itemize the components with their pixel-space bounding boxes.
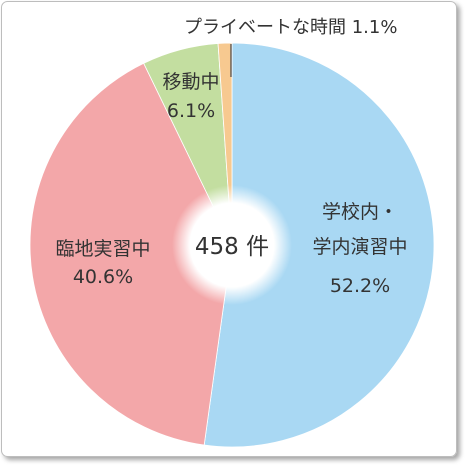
slice-label-private-text: プライベートな時間 1.1% [184,17,397,38]
slice-percent-travel: 6.1% [167,100,215,122]
slice-label-practicum: 臨地実習中 40.6% [55,238,150,288]
slice-label-school: 学校内・ 学内演習中 52.2% [312,201,407,297]
slice-label-private: プライベートな時間 1.1% [184,17,397,38]
chart-frame: 458 件 学校内・ 学内演習中 52.2% 臨地実習中 40.6% 移動中 6… [1,1,457,457]
pie-center-hole [172,185,292,305]
pie-slice-practicum [29,62,233,446]
slice-label-travel: 移動中 6.1% [162,71,219,122]
slice-label-travel-line1: 移動中 [162,71,219,93]
pie-slice-school [203,42,435,448]
slice-label-practicum-line1: 臨地実習中 [55,238,150,260]
slice-percent-school: 52.2% [330,275,390,297]
center-total-label: 458 件 [195,234,269,260]
slice-label-school-line2: 学内演習中 [312,236,407,258]
slice-label-school-line1: 学校内・ [322,201,398,223]
slice-percent-practicum: 40.6% [73,266,133,288]
pie-slices [29,42,435,448]
